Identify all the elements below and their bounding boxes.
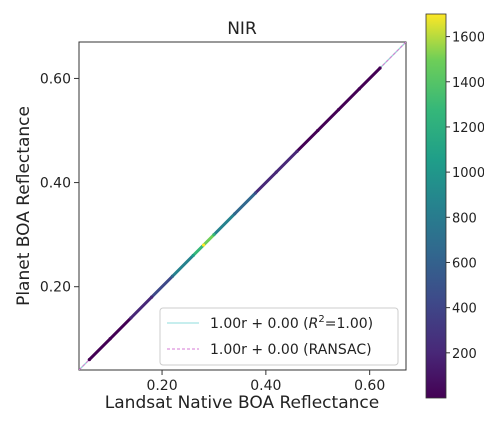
density-segment xyxy=(316,108,341,133)
density-segment xyxy=(357,66,382,91)
scatter-point xyxy=(233,212,237,216)
density-segment xyxy=(253,170,278,195)
legend-ols-suffix: =1.00) xyxy=(325,316,373,332)
density-segment xyxy=(233,191,257,216)
density-segment xyxy=(191,243,206,257)
colorbar-tick-label: 200 xyxy=(452,347,477,362)
legend-ols-sup: 2 xyxy=(318,314,324,325)
density-segment xyxy=(170,253,195,278)
legend-ols-label: 1.00r + 0.00 (R2=1.00) xyxy=(210,314,373,332)
scatter-point xyxy=(108,337,112,341)
colorbar-ticks: 200 400 600 800 1000 1200 1400 1600 xyxy=(446,31,484,362)
y-axis-label: Planet BOA Reflectance xyxy=(14,106,34,306)
scatter-point xyxy=(274,170,278,174)
y-tick-label: 0.40 xyxy=(40,176,71,192)
x-tick-label: 0.20 xyxy=(146,378,177,394)
scatter-point xyxy=(129,316,133,320)
density-segment xyxy=(108,316,133,341)
x-tick-label: 0.40 xyxy=(250,378,281,394)
scatter-point xyxy=(150,295,154,299)
scatter-point xyxy=(87,357,91,362)
density-segment xyxy=(202,233,216,247)
legend-ols-prefix: 1.00r + 0.00 ( xyxy=(210,316,309,332)
colorbar-tick-label: 1200 xyxy=(452,121,484,136)
scatter-point xyxy=(336,108,341,112)
colorbar-tick-label: 800 xyxy=(452,211,477,226)
colorbar-tick-label: 400 xyxy=(452,302,477,317)
y-tick-label: 0.20 xyxy=(40,280,71,296)
scatter-point xyxy=(170,274,175,278)
legend: 1.00r + 0.00 (R2=1.00) 1.00r + 0.00 (RAN… xyxy=(159,307,399,366)
density-segment xyxy=(337,87,361,112)
x-axis-label: Landsat Native BOA Reflectance xyxy=(105,393,379,413)
density-segment xyxy=(87,337,112,362)
legend-ransac-label: 1.00r + 0.00 (RANSAC) xyxy=(210,342,372,358)
colorbar xyxy=(425,13,447,399)
scatter-point xyxy=(212,233,216,237)
colorbar-tick-label: 1600 xyxy=(452,31,484,46)
density-segment xyxy=(295,129,320,153)
y-tick-label: 0.60 xyxy=(40,71,71,87)
legend-box xyxy=(159,307,399,366)
chart-title: NIR xyxy=(227,19,257,39)
density-segment xyxy=(150,274,174,299)
x-tick-label: 0.60 xyxy=(354,378,385,394)
density-segment xyxy=(129,295,154,320)
scatter-point xyxy=(357,87,361,91)
x-axis: 0.20 0.40 0.60 xyxy=(146,370,385,394)
density-segment xyxy=(212,212,237,237)
scatter-point xyxy=(378,66,382,70)
colorbar-tick-label: 600 xyxy=(452,256,477,271)
scatter-points xyxy=(87,66,382,362)
y-axis: 0.20 0.40 0.60 xyxy=(40,71,79,296)
scatter-point xyxy=(253,191,258,195)
legend-ols-r: R xyxy=(309,316,319,332)
scatter-point xyxy=(316,128,320,133)
scatter-point xyxy=(201,243,206,247)
scatter-point xyxy=(191,253,195,258)
density-segment xyxy=(274,149,299,174)
colorbar-tick-label: 1400 xyxy=(452,76,484,91)
colorbar-tick-label: 1000 xyxy=(452,166,484,181)
scatter-point xyxy=(295,149,299,153)
